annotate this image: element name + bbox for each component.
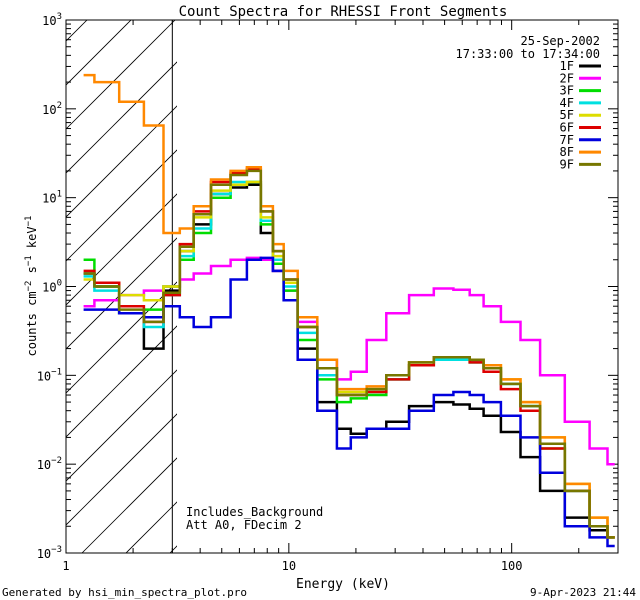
y-tick-base: 10 (37, 458, 51, 472)
hatch-line (66, 237, 177, 350)
y-tick-label: 10−1 (37, 367, 62, 383)
plot-frame (65, 19, 619, 554)
y-tick-label: 10−3 (37, 545, 62, 561)
series-line-1f (83, 183, 615, 539)
hatch-line (66, 369, 177, 482)
series-line-5f (83, 180, 615, 539)
y-tick-exponent: 2 (57, 101, 62, 111)
x-tick-label: 1 (62, 559, 69, 573)
y-axis-label-mid1: s (25, 266, 39, 280)
series-line-7f (83, 256, 615, 548)
y-tick-base: 10 (42, 14, 56, 28)
hatched-region (66, 0, 640, 553)
y-tick-label: 102 (42, 101, 62, 117)
series-line-4f (83, 180, 615, 539)
series-line-3f (83, 180, 615, 539)
hatch-line (81, 457, 177, 553)
y-tick-label: 103 (42, 12, 62, 28)
legend-label-2f: 2F (560, 71, 574, 85)
y-axis-label: counts cm−2 s−1 keV−1 (24, 216, 39, 357)
chart-title: Count Spectra for RHESSI Front Segments (179, 4, 508, 20)
y-axis-label-mid2: keV (25, 226, 39, 255)
hatch-line (66, 413, 177, 526)
legend-label-6f: 6F (560, 121, 574, 135)
y-tick-exponent: −1 (51, 367, 62, 377)
y-tick-exponent: 3 (57, 12, 62, 22)
annotation-attenuator: Att A0, FDecim 2 (186, 518, 302, 532)
hatch-line (66, 20, 132, 86)
y-tick-exponent: −2 (51, 456, 62, 466)
footer-timestamp: 9-Apr-2023 21:44 (530, 586, 636, 599)
legend-label-5f: 5F (560, 108, 574, 122)
y-axis-label-exp3: −1 (24, 216, 34, 227)
y-tick-exponent: −3 (51, 545, 62, 555)
hatch-line (258, 0, 640, 553)
legend-label-8f: 8F (560, 145, 574, 159)
x-axis-label: Energy (keV) (296, 577, 390, 592)
footer-generated-by: Generated by hsi_min_spectra_plot.pro (2, 586, 247, 599)
y-tick-exponent: 1 (57, 190, 62, 200)
legend-label-7f: 7F (560, 133, 574, 147)
y-tick-label: 100 (42, 279, 62, 295)
legend-label-4f: 4F (560, 96, 574, 110)
series-lines (83, 73, 615, 548)
series-line-9f (83, 169, 615, 539)
x-tick-label: 10 (282, 559, 296, 573)
hatch-line (66, 193, 177, 306)
hatch-line (66, 325, 177, 438)
y-tick-base: 10 (37, 547, 51, 561)
date-label: 25-Sep-2002 (521, 34, 600, 48)
hatch-line (66, 149, 177, 262)
hatch-line (66, 20, 176, 130)
y-tick-label: 101 (42, 190, 62, 206)
legend-label-3f: 3F (560, 84, 574, 98)
y-tick-base: 10 (42, 103, 56, 117)
y-tick-base: 10 (37, 369, 51, 383)
x-tick-label: 100 (501, 559, 523, 573)
hatch-line (214, 0, 640, 553)
time-range-label: 17:33:00 to 17:34:00 (456, 47, 601, 61)
y-axis-label-exp2: −1 (24, 255, 34, 266)
annotation-background: Includes_Background (186, 505, 323, 519)
legend-label-9f: 9F (560, 157, 574, 171)
hatch-line (66, 281, 177, 394)
y-tick-label: 10−2 (37, 456, 62, 472)
y-tick-base: 10 (42, 192, 56, 206)
y-tick-base: 10 (42, 281, 56, 295)
y-axis-label-exp1: −2 (24, 281, 34, 292)
y-axis-label-base: counts cm (25, 291, 39, 356)
legend-label-1f: 1F (560, 59, 574, 73)
y-tick-exponent: 0 (57, 279, 62, 289)
